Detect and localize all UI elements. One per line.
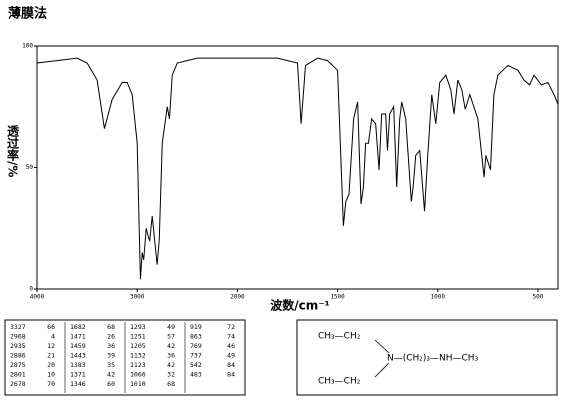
- peak-wavenumber: 1346: [70, 380, 86, 388]
- peak-transmittance: 70: [47, 380, 55, 388]
- peak-wavenumber: 737: [190, 352, 202, 360]
- peak-transmittance: 68: [167, 380, 175, 388]
- x-tick-label: 1000: [431, 294, 446, 301]
- peak-transmittance: 66: [47, 323, 55, 331]
- peak-wavenumber: 483: [190, 371, 202, 379]
- spectrum-line: [36, 57, 559, 280]
- peak-wavenumber: 863: [190, 333, 202, 341]
- y-tick-label: 0: [29, 286, 33, 293]
- y-tick-label: 50: [26, 164, 34, 171]
- x-tick-label: 500: [533, 294, 544, 301]
- peak-transmittance: 68: [107, 323, 115, 331]
- bond: [374, 339, 390, 354]
- peak-wavenumber: 1293: [130, 323, 146, 331]
- peak-wavenumber: 2886: [10, 352, 26, 360]
- peak-wavenumber: 1443: [70, 352, 86, 360]
- x-tick-label: 4000: [30, 294, 45, 301]
- peak-wavenumber: 542: [190, 361, 202, 369]
- peak-wavenumber: 1010: [130, 380, 146, 388]
- bond: [374, 362, 390, 378]
- peak-transmittance: 4: [51, 333, 55, 341]
- x-tick-label: 3000: [130, 294, 145, 301]
- peak-transmittance: 32: [167, 371, 175, 379]
- peak-wavenumber: 1205: [130, 342, 146, 350]
- peak-transmittance: 42: [167, 361, 175, 369]
- peak-wavenumber: 1132: [130, 352, 146, 360]
- peak-transmittance: 49: [167, 323, 175, 331]
- peak-transmittance: 42: [167, 342, 175, 350]
- peak-wavenumber: 1123: [130, 361, 146, 369]
- peak-transmittance: 60: [107, 380, 115, 388]
- peak-wavenumber: 2678: [10, 380, 26, 388]
- peak-transmittance: 21: [47, 352, 55, 360]
- peak-transmittance: 74: [227, 333, 235, 341]
- peak-wavenumber: 919: [190, 323, 202, 331]
- y-tick-label: 100: [22, 43, 33, 50]
- peak-wavenumber: 2801: [10, 371, 26, 379]
- peak-wavenumber: 2935: [10, 342, 26, 350]
- peak-wavenumber: 1471: [70, 333, 86, 341]
- peak-wavenumber: 1383: [70, 361, 86, 369]
- x-axis-label: 波数/cm⁻¹: [270, 298, 330, 313]
- x-tick-label: 2000: [230, 294, 245, 301]
- peak-transmittance: 36: [167, 352, 175, 360]
- x-tick-label: 1500: [330, 294, 345, 301]
- peak-wavenumber: 769: [190, 342, 202, 350]
- peak-wavenumber: 2968: [10, 333, 26, 341]
- peak-wavenumber: 1371: [70, 371, 86, 379]
- peak-transmittance: 12: [47, 342, 55, 350]
- peak-transmittance: 49: [227, 352, 235, 360]
- peak-wavenumber: 1459: [70, 342, 86, 350]
- peak-wavenumber: 1066: [130, 371, 146, 379]
- peak-wavenumber: 2875: [10, 361, 26, 369]
- peak-transmittance: 46: [227, 342, 235, 350]
- peak-transmittance: 42: [107, 371, 115, 379]
- peak-transmittance: 39: [107, 352, 115, 360]
- peak-wavenumber: 3327: [10, 323, 26, 331]
- peak-transmittance: 57: [167, 333, 175, 341]
- peak-wavenumber: 1682: [70, 323, 86, 331]
- structure-top: CH₃—CH₂: [318, 332, 361, 342]
- peak-transmittance: 84: [227, 371, 235, 379]
- peak-transmittance: 72: [227, 323, 235, 331]
- structure-bottom: CH₃—CH₂: [318, 377, 361, 387]
- peak-transmittance: 26: [107, 333, 115, 341]
- chart-title: 薄膜法: [8, 6, 47, 22]
- peak-wavenumber: 1251: [130, 333, 146, 341]
- peak-transmittance: 10: [47, 371, 55, 379]
- peak-transmittance: 35: [107, 361, 115, 369]
- peak-transmittance: 20: [47, 361, 55, 369]
- structure-middle: N—(CH₂)₃—NH—CH₃: [387, 354, 479, 364]
- plot-frame: [36, 45, 559, 290]
- peak-transmittance: 84: [227, 361, 235, 369]
- structure-box: [296, 319, 558, 396]
- y-axis-label: 透过率/%: [6, 125, 20, 178]
- peak-table-box: [4, 319, 246, 396]
- peak-transmittance: 36: [107, 342, 115, 350]
